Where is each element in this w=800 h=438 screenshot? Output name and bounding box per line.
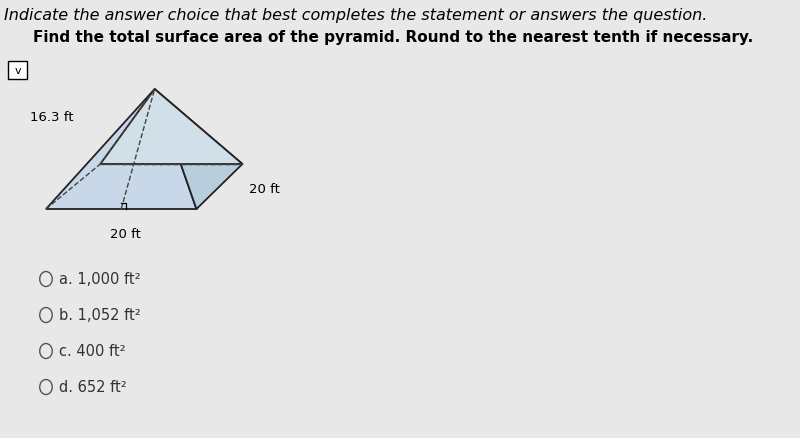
Text: 20 ft: 20 ft xyxy=(110,227,141,240)
Text: d. 652 ft²: d. 652 ft² xyxy=(59,380,127,395)
Text: b. 1,052 ft²: b. 1,052 ft² xyxy=(59,308,141,323)
Text: v: v xyxy=(14,66,21,76)
Text: Find the total surface area of the pyramid. Round to the nearest tenth if necess: Find the total surface area of the pyram… xyxy=(34,30,754,45)
Text: 16.3 ft: 16.3 ft xyxy=(30,111,74,124)
Text: a. 1,000 ft²: a. 1,000 ft² xyxy=(59,272,141,287)
Bar xyxy=(8,62,26,80)
Polygon shape xyxy=(100,90,242,165)
Text: Indicate the answer choice that best completes the statement or answers the ques: Indicate the answer choice that best com… xyxy=(4,8,707,23)
Text: c. 400 ft²: c. 400 ft² xyxy=(59,344,126,359)
Polygon shape xyxy=(154,90,242,209)
Text: 20 ft: 20 ft xyxy=(249,183,280,196)
Polygon shape xyxy=(46,90,197,209)
